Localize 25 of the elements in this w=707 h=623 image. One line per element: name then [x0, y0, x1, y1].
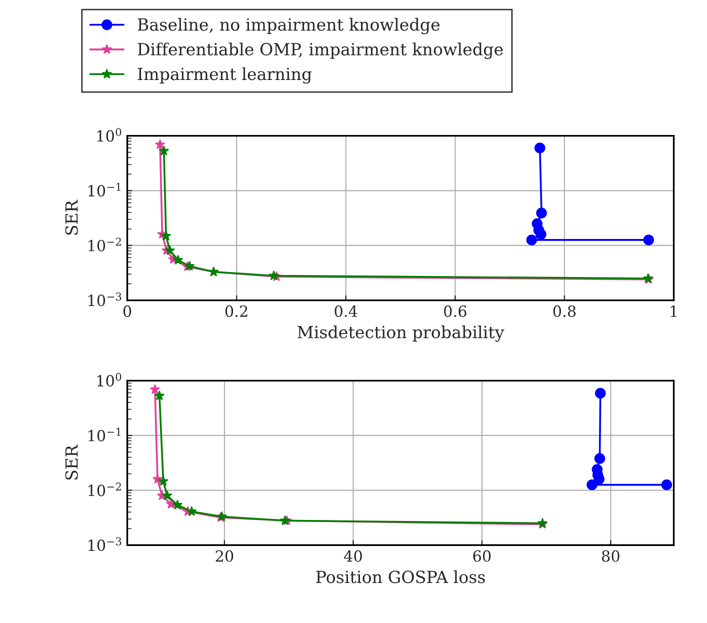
x-tick-label: 60 [473, 550, 491, 562]
y-tick-label: 10$^{0}$ [97, 128, 122, 142]
x-tick-label: 80 [602, 550, 620, 562]
y-axis-title: SER [65, 200, 78, 235]
x-tick-label: 0.4 [334, 305, 358, 317]
y-tick-label: 10$^{0}$ [97, 372, 122, 387]
legend-label: Baseline, no impairment knowledge [138, 18, 440, 34]
legend-label: Differentiable OMP, impairment knowledge [138, 42, 503, 59]
x-tick-label: 0.8 [553, 305, 576, 317]
y-axis-title: SER [65, 444, 78, 480]
x-tick-label: 0.6 [444, 305, 466, 317]
y-tick-label: 10$^{−3}$ [88, 537, 122, 552]
y-tick-label: 10$^{−2}$ [88, 238, 121, 252]
x-tick-label: 40 [344, 550, 362, 562]
x-tick-label: 20 [216, 550, 234, 562]
x-tick-label: 0 [123, 305, 132, 317]
x-tick-label: 0.2 [225, 305, 248, 317]
y-tick-label: 10$^{−2}$ [88, 482, 121, 496]
legend-label: Impairment learning [138, 67, 312, 84]
y-tick-label: 10$^{−3}$ [88, 292, 122, 306]
x-axis-title: Position GOSPA loss [316, 570, 485, 584]
x-tick-label: 1 [670, 305, 676, 317]
y-tick-label: 10$^{−1}$ [88, 182, 120, 197]
x-axis-title: Misdetection probability [298, 325, 504, 342]
y-tick-label: 10$^{−1}$ [88, 428, 120, 442]
